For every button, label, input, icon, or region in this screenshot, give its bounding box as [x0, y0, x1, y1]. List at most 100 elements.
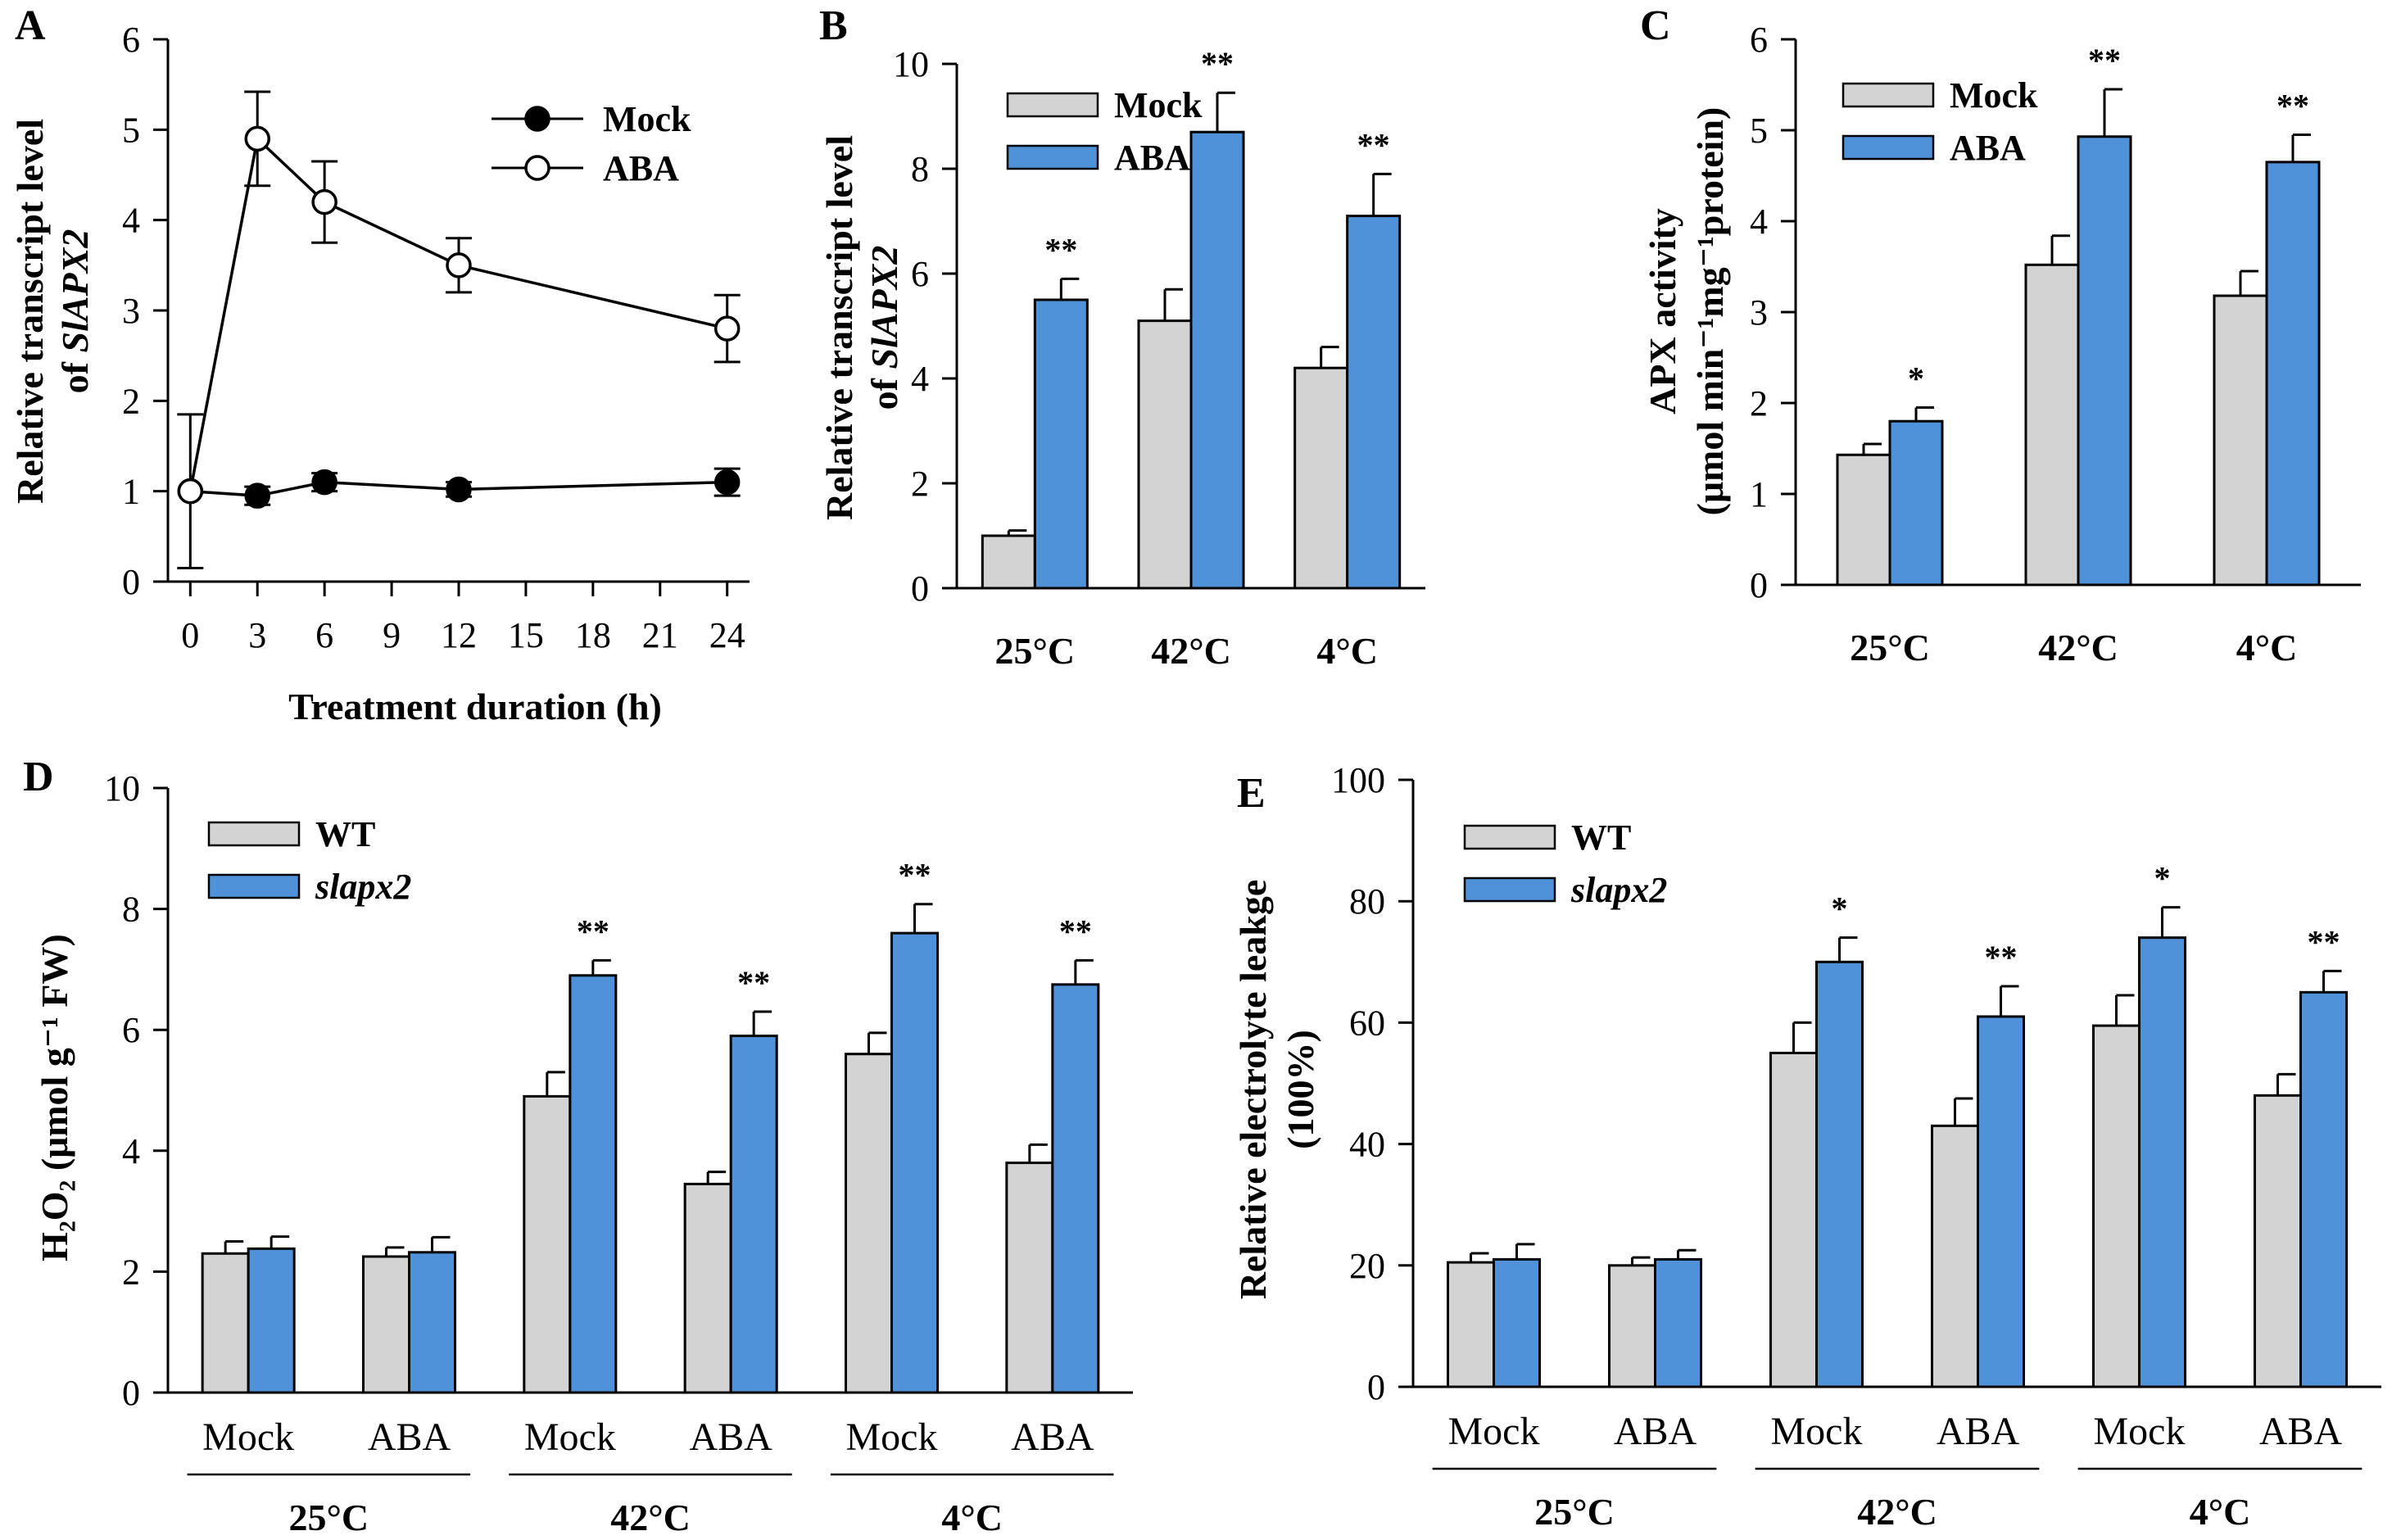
- panel-e-y-label-line2: (100%): [1280, 1030, 1321, 1149]
- panel-a-x-tick-label: 9: [383, 615, 401, 655]
- category-label: 4°C: [2236, 627, 2298, 668]
- significance-marker: **: [737, 964, 770, 1001]
- panel-a-point-aba: [311, 188, 337, 215]
- panel-a-x-tick-label: 21: [642, 615, 678, 655]
- significance-marker: **: [2276, 88, 2309, 125]
- bar-wt: [2092, 1024, 2141, 1388]
- panel-d-y-tick-label: 2: [122, 1252, 140, 1292]
- panel-e-y-tick-label: 80: [1349, 881, 1385, 922]
- panel-a-point-mock: [244, 482, 270, 509]
- panel-a-y-tick-label: 1: [122, 472, 140, 512]
- panel-e-y-label: Relative electrolyte leakge (100%): [1232, 880, 1321, 1300]
- legend-swatch: [207, 873, 301, 899]
- bar-wt: [1608, 1264, 1656, 1388]
- panel-a-point-aba: [714, 315, 741, 342]
- panel-a-y-label-line1: Relative transcript level: [9, 119, 51, 504]
- bar-slapx2: [408, 1251, 456, 1394]
- panel-a-point-aba: [244, 125, 270, 152]
- panel-a-y-label-gene: SlAPX2: [54, 229, 96, 353]
- legend-label: Mock: [1950, 75, 2038, 116]
- category-label: 25°C: [1850, 627, 1930, 668]
- significance-marker: **: [1059, 913, 1092, 949]
- significance-marker: **: [1201, 45, 1234, 82]
- panel-e-y-tick-label: 0: [1367, 1367, 1385, 1407]
- panel-b-y-tick-label: 8: [911, 149, 929, 189]
- significance-marker: **: [2088, 42, 2121, 79]
- panel-a-point-mock: [311, 469, 337, 496]
- bar-wt: [1931, 1124, 1979, 1388]
- bar-aba: [1189, 130, 1245, 590]
- panel-e-y-label-line1: Relative electrolyte leakge: [1232, 880, 1274, 1300]
- bar-mock: [981, 534, 1036, 590]
- bar-mock: [1293, 366, 1349, 590]
- panel-c-y-tick-label: 1: [1750, 474, 1768, 514]
- panel-e-letter: E: [1237, 770, 1266, 817]
- panel-a-x-tick-label: 12: [441, 615, 477, 655]
- panel-a-letter: A: [15, 2, 46, 49]
- panel-d-y-tick-label: 4: [122, 1131, 140, 1171]
- panel-b-y-tick-label: 6: [911, 254, 929, 294]
- significance-marker: *: [1832, 890, 1848, 927]
- category-label: 42°C: [2038, 627, 2118, 668]
- bar-wt: [201, 1252, 250, 1394]
- bar-aba: [2077, 135, 2132, 587]
- bar-slapx2: [2299, 990, 2348, 1388]
- significance-marker: **: [899, 857, 931, 894]
- bar-wt: [2254, 1094, 2302, 1388]
- panel-a-y-label-line2: of: [54, 353, 96, 394]
- bar-slapx2: [1815, 960, 1864, 1388]
- panel-d-letter: D: [23, 754, 54, 800]
- panel-a-y-label: Relative transcript levelof SlAPX2: [9, 119, 96, 504]
- panel-a-x-tick-label: 18: [575, 615, 611, 655]
- group-label: 4°C: [941, 1497, 1003, 1538]
- category-label: ABA: [368, 1415, 451, 1459]
- legend-swatch: [1463, 876, 1556, 903]
- panel-c-y-label-line1: APX activity: [1642, 208, 1683, 414]
- panel-c-y-label: APX activity (μmol min⁻¹mg⁻¹protein): [1642, 107, 1731, 516]
- panel-e-y-tick-label: 40: [1349, 1125, 1385, 1165]
- bar-wt: [1447, 1261, 1495, 1388]
- panel-b-y-tick-label: 4: [911, 359, 929, 399]
- category-label: ABA: [1937, 1410, 2020, 1453]
- category-label: 42°C: [1151, 630, 1231, 672]
- panel-a-y-tick-label: 5: [122, 110, 140, 150]
- panel-b-letter: B: [819, 2, 848, 49]
- panel-a-y-tick-label: 4: [122, 201, 140, 241]
- panel-b-y-tick-label: 0: [911, 568, 929, 609]
- significance-marker: **: [1044, 231, 1077, 268]
- panel-a-x-tick-label: 3: [248, 615, 266, 655]
- panel-a-legend-marker: [524, 155, 550, 181]
- panel-c-y-tick-label: 4: [1750, 202, 1768, 242]
- category-label: Mock: [1771, 1410, 1863, 1453]
- panel-c-y-label-line2: (μmol min⁻¹mg⁻¹protein): [1689, 107, 1731, 516]
- legend-label: slapx2: [1570, 870, 1667, 910]
- bar-slapx2: [1654, 1257, 1702, 1388]
- panel-e-y-tick-label: 20: [1349, 1246, 1385, 1286]
- panel-a-x-tick-label: 24: [709, 615, 745, 655]
- category-label: ABA: [2259, 1410, 2343, 1453]
- panel-c-y-tick-label: 5: [1750, 111, 1768, 151]
- panel-c-y-tick-label: 2: [1750, 383, 1768, 424]
- category-label: Mock: [202, 1415, 294, 1459]
- group-label: 42°C: [1857, 1491, 1937, 1533]
- legend-label: ABA: [1950, 128, 2026, 168]
- significance-marker: **: [577, 913, 609, 949]
- bar-aba: [1033, 298, 1089, 590]
- panel-b-y-tick-label: 10: [893, 44, 929, 84]
- bar-slapx2: [569, 974, 618, 1394]
- panel-d-y-tick-label: 8: [122, 890, 140, 930]
- panel-a-point-mock: [714, 469, 741, 496]
- panel-d-y-label: H₂O₂ (μmol g⁻¹ FW): [34, 934, 75, 1261]
- bar-aba: [1888, 419, 1944, 587]
- panel-d-y-tick-label: 0: [122, 1373, 140, 1413]
- panel-b-y-label-line2: of: [863, 369, 905, 410]
- category-label: Mock: [846, 1415, 938, 1459]
- bar-slapx2: [1493, 1257, 1541, 1388]
- panel-c-y-tick-label: 0: [1750, 565, 1768, 605]
- panel-d-y-tick-label: 6: [122, 1010, 140, 1050]
- legend-swatch: [1842, 82, 1935, 108]
- bar-wt: [362, 1255, 410, 1394]
- legend-label: ABA: [1114, 138, 1190, 178]
- panel-b-y-label-line1: Relative transcript level: [818, 135, 860, 520]
